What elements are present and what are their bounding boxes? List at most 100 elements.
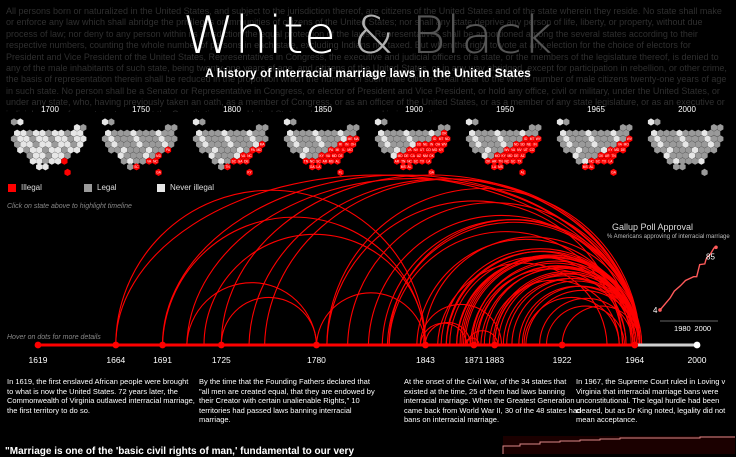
state-hex[interactable] xyxy=(701,140,708,148)
state-hex[interactable] xyxy=(516,146,523,154)
state-hex[interactable] xyxy=(324,140,332,148)
state-hex[interactable] xyxy=(481,140,488,148)
state-hex[interactable] xyxy=(610,129,617,137)
state-hex[interactable] xyxy=(660,135,667,143)
state-hex[interactable] xyxy=(560,129,567,137)
state-hex[interactable] xyxy=(36,135,43,143)
state-hex[interactable] xyxy=(610,140,617,148)
state-hex[interactable] xyxy=(695,152,702,160)
state-hex[interactable] xyxy=(337,129,344,137)
state-hex[interactable] xyxy=(654,146,661,154)
state-hex[interactable] xyxy=(321,157,328,165)
state-hex[interactable] xyxy=(594,146,601,154)
state-hex[interactable] xyxy=(32,129,40,137)
state-hex[interactable] xyxy=(164,124,172,132)
state-hex[interactable] xyxy=(409,152,416,160)
state-hex[interactable] xyxy=(152,157,159,165)
state-hex[interactable] xyxy=(572,152,579,160)
state-hex[interactable] xyxy=(42,157,49,165)
state-hex[interactable] xyxy=(236,146,244,154)
state-hex[interactable] xyxy=(127,163,134,171)
state-hex[interactable] xyxy=(309,135,316,143)
state-hex[interactable] xyxy=(381,146,388,154)
state-hex[interactable] xyxy=(469,140,476,148)
state-hex[interactable] xyxy=(406,146,413,154)
state-hex[interactable] xyxy=(491,157,498,165)
state-hex[interactable] xyxy=(673,146,680,154)
map-1950[interactable]: ID MT WY ND SD NE IN WV VA NV UT CO MO KY MD DE AZ OK AR TN… xyxy=(463,116,551,178)
state-hex[interactable] xyxy=(578,152,586,160)
state-hex[interactable] xyxy=(434,140,441,148)
state-hex[interactable] xyxy=(422,152,429,160)
state-hex[interactable] xyxy=(114,146,121,154)
state-hex[interactable] xyxy=(353,124,360,132)
state-hex[interactable] xyxy=(293,129,300,137)
state-hex[interactable] xyxy=(415,140,423,148)
timeline-dot-1780[interactable] xyxy=(313,341,320,349)
timeline-dot-1871[interactable] xyxy=(470,341,478,349)
state-hex[interactable] xyxy=(58,152,65,160)
state-hex[interactable] xyxy=(233,140,241,148)
state-hex[interactable] xyxy=(428,168,435,176)
state-hex[interactable] xyxy=(472,146,479,154)
state-hex[interactable] xyxy=(428,129,435,137)
state-hex[interactable] xyxy=(61,135,68,143)
state-hex[interactable] xyxy=(701,129,708,137)
state-hex[interactable] xyxy=(500,140,507,148)
state-hex[interactable] xyxy=(582,146,589,154)
state-hex[interactable] xyxy=(48,146,55,154)
state-hex[interactable] xyxy=(149,140,156,148)
state-hex[interactable] xyxy=(691,135,699,143)
state-hex[interactable] xyxy=(685,135,692,143)
state-hex[interactable] xyxy=(676,152,683,160)
state-hex[interactable] xyxy=(503,146,510,154)
state-hex[interactable] xyxy=(403,152,410,160)
state-hex[interactable] xyxy=(42,146,49,154)
state-hex[interactable] xyxy=(532,140,539,148)
state-hex[interactable] xyxy=(623,140,630,148)
map-1900[interactable]: OR ID MT ND SD NE IN OH WV VA NV UT CO MO KY MD DE CA AZ NM… xyxy=(372,116,460,178)
state-hex[interactable] xyxy=(149,152,156,160)
state-hex[interactable] xyxy=(136,140,143,148)
state-hex[interactable] xyxy=(425,157,432,165)
state-hex[interactable] xyxy=(657,140,664,148)
state-hex[interactable] xyxy=(475,129,482,137)
state-hex[interactable] xyxy=(516,135,523,143)
state-hex[interactable] xyxy=(164,135,172,143)
state-hex[interactable] xyxy=(145,135,153,143)
state-hex[interactable] xyxy=(45,129,52,137)
state-hex[interactable] xyxy=(578,129,586,137)
state-hex[interactable] xyxy=(312,129,319,137)
state-hex[interactable] xyxy=(321,146,328,154)
timeline-dot-1883[interactable] xyxy=(491,341,499,349)
state-hex[interactable] xyxy=(491,146,498,154)
state-hex[interactable] xyxy=(20,129,27,137)
state-hex[interactable] xyxy=(318,152,325,160)
state-hex[interactable] xyxy=(569,135,576,143)
state-hex[interactable] xyxy=(236,135,244,143)
state-hex[interactable] xyxy=(199,146,206,154)
state-hex[interactable] xyxy=(29,135,37,143)
state-hex[interactable] xyxy=(412,157,419,165)
state-hex[interactable] xyxy=(111,129,118,137)
state-hex[interactable] xyxy=(331,140,338,148)
state-hex[interactable] xyxy=(707,140,714,148)
state-hex[interactable] xyxy=(418,146,426,154)
state-hex[interactable] xyxy=(145,157,153,165)
state-hex[interactable] xyxy=(67,135,74,143)
state-hex[interactable] xyxy=(327,146,335,154)
gallup-end-point[interactable] xyxy=(714,245,718,250)
state-hex[interactable] xyxy=(230,135,237,143)
state-hex[interactable] xyxy=(691,157,699,165)
state-hex[interactable] xyxy=(623,129,630,137)
state-hex[interactable] xyxy=(591,140,598,148)
state-hex[interactable] xyxy=(585,129,592,137)
state-hex[interactable] xyxy=(566,140,573,148)
state-hex[interactable] xyxy=(211,135,219,143)
state-hex[interactable] xyxy=(396,140,404,148)
state-hex[interactable] xyxy=(682,152,689,160)
state-hex[interactable] xyxy=(227,140,234,148)
state-hex[interactable] xyxy=(588,146,595,154)
state-hex[interactable] xyxy=(600,157,608,165)
state-hex[interactable] xyxy=(42,163,49,171)
